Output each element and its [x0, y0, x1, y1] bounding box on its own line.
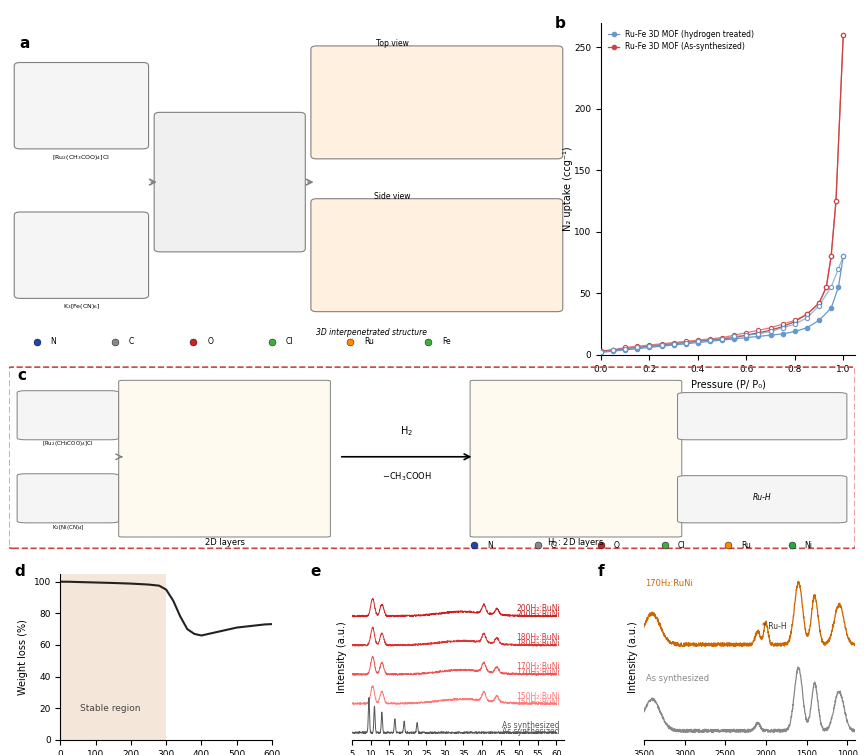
Text: 170H₂:RuNi: 170H₂:RuNi	[645, 579, 694, 588]
Text: 170H₂:RuNi: 170H₂:RuNi	[516, 662, 560, 671]
FancyBboxPatch shape	[17, 474, 118, 522]
Text: As synthesized: As synthesized	[502, 721, 560, 729]
Text: a: a	[20, 36, 30, 51]
Text: C: C	[550, 541, 556, 550]
Y-axis label: Intensity (a.u.): Intensity (a.u.)	[628, 621, 638, 693]
Text: $-$CH$_3$COOH: $-$CH$_3$COOH	[382, 470, 431, 483]
FancyBboxPatch shape	[118, 381, 330, 537]
FancyBboxPatch shape	[14, 212, 149, 298]
Text: Ru: Ru	[364, 337, 374, 346]
FancyBboxPatch shape	[470, 381, 682, 537]
Text: 2D layers: 2D layers	[205, 538, 245, 547]
Text: N: N	[51, 337, 56, 346]
Y-axis label: Weight loss (%): Weight loss (%)	[18, 619, 28, 695]
Text: As synthesized: As synthesized	[645, 674, 708, 683]
FancyBboxPatch shape	[677, 393, 847, 439]
Text: O: O	[614, 541, 619, 550]
Text: N: N	[487, 541, 492, 550]
Text: Stable region: Stable region	[79, 704, 140, 713]
Text: 180H₂:RuNi: 180H₂:RuNi	[517, 633, 560, 643]
Text: 180H₂:RuNi: 180H₂:RuNi	[517, 639, 560, 649]
Text: $\mathrm{K_2[Ni(CN)_4]}$: $\mathrm{K_2[Ni(CN)_4]}$	[52, 522, 84, 532]
Text: $[\mathrm{Ru_2(CH_3COO)_4}]$Cl: $[\mathrm{Ru_2(CH_3COO)_4}]$Cl	[42, 439, 93, 448]
FancyBboxPatch shape	[677, 476, 847, 522]
Text: H$_2$: H$_2$	[400, 424, 413, 438]
Text: As synthesized: As synthesized	[502, 726, 560, 735]
Text: f: f	[597, 564, 604, 579]
Text: e: e	[310, 564, 321, 579]
Text: Ru: Ru	[741, 541, 751, 550]
Text: Cl: Cl	[677, 541, 685, 550]
Legend: Ru-Fe 3D MOF (hydrogen treated), Ru-Fe 3D MOF (As-synthesized): Ru-Fe 3D MOF (hydrogen treated), Ru-Fe 3…	[605, 26, 758, 54]
FancyBboxPatch shape	[17, 391, 118, 439]
Text: O: O	[207, 337, 213, 346]
FancyBboxPatch shape	[311, 199, 562, 312]
Text: 200H₂:RuNi: 200H₂:RuNi	[516, 604, 560, 613]
Text: 170H₂:RuNi: 170H₂:RuNi	[516, 668, 560, 677]
Text: c: c	[17, 368, 26, 383]
Text: Cl: Cl	[286, 337, 293, 346]
Text: H$_2$: 2D layers: H$_2$: 2D layers	[547, 537, 605, 550]
FancyBboxPatch shape	[154, 112, 305, 252]
Text: Ru-H: Ru-H	[753, 493, 772, 502]
Text: 3D interpenetrated structure: 3D interpenetrated structure	[316, 328, 428, 337]
FancyBboxPatch shape	[311, 46, 562, 159]
FancyBboxPatch shape	[14, 63, 149, 149]
Y-axis label: N₂ uptake (ccg⁻¹): N₂ uptake (ccg⁻¹)	[562, 146, 573, 231]
Text: $[\mathrm{Ru_2(CH_3COO)_4}]$Cl: $[\mathrm{Ru_2(CH_3COO)_4}]$Cl	[53, 153, 111, 162]
Text: C: C	[129, 337, 134, 346]
Text: d: d	[14, 564, 25, 579]
Text: $\mathrm{K_3[Fe(CN)_6]}$: $\mathrm{K_3[Fe(CN)_6]}$	[62, 302, 100, 311]
Bar	[60, 574, 166, 740]
Text: Top view: Top view	[376, 39, 409, 48]
Text: * Ru-H: * Ru-H	[762, 622, 786, 631]
Y-axis label: Intensity (a.u.): Intensity (a.u.)	[337, 621, 346, 693]
Text: Side view: Side view	[374, 192, 410, 201]
Text: 200H₂:RuNi: 200H₂:RuNi	[516, 610, 560, 619]
Text: 150H₂:RuNi: 150H₂:RuNi	[516, 692, 560, 701]
X-axis label: Pressure (P/ P₀): Pressure (P/ P₀)	[690, 379, 766, 389]
Text: b: b	[556, 16, 566, 31]
Text: Ni: Ni	[804, 541, 812, 550]
Text: Fe: Fe	[442, 337, 451, 346]
Text: 150H₂:RuNi: 150H₂:RuNi	[516, 698, 560, 707]
